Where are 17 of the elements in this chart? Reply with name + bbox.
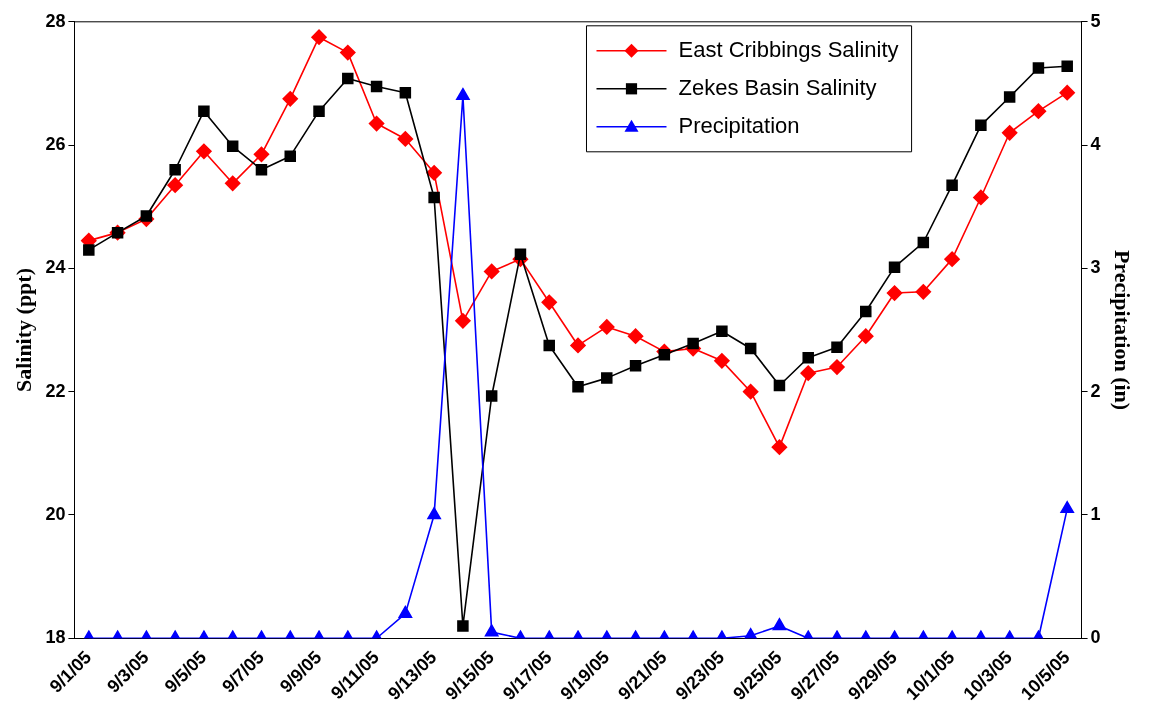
- legend-label: Precipitation: [678, 112, 800, 138]
- y-axis-title: Salinity (ppt): [10, 267, 36, 393]
- y-tick-label: 24: [45, 257, 66, 278]
- y2-tick-label: 0: [1090, 627, 1101, 648]
- y-tick-label: 20: [45, 503, 66, 524]
- y2-tick-label: 4: [1090, 134, 1101, 155]
- y2-tick-label: 3: [1090, 257, 1101, 278]
- y2-axis-title: Precipitation (in): [1110, 249, 1136, 411]
- legend-label: Zekes Basin Salinity: [678, 74, 877, 100]
- y2-tick-label: 2: [1090, 380, 1101, 401]
- y-tick-label: 26: [45, 134, 66, 155]
- y-tick-label: 22: [45, 380, 66, 401]
- y2-tick-label: 1: [1090, 503, 1101, 524]
- legend-label: East Cribbings Salinity: [678, 36, 899, 62]
- y-tick-label: 28: [45, 10, 66, 31]
- y2-tick-label: 5: [1090, 10, 1101, 31]
- y-tick-label: 18: [45, 627, 66, 648]
